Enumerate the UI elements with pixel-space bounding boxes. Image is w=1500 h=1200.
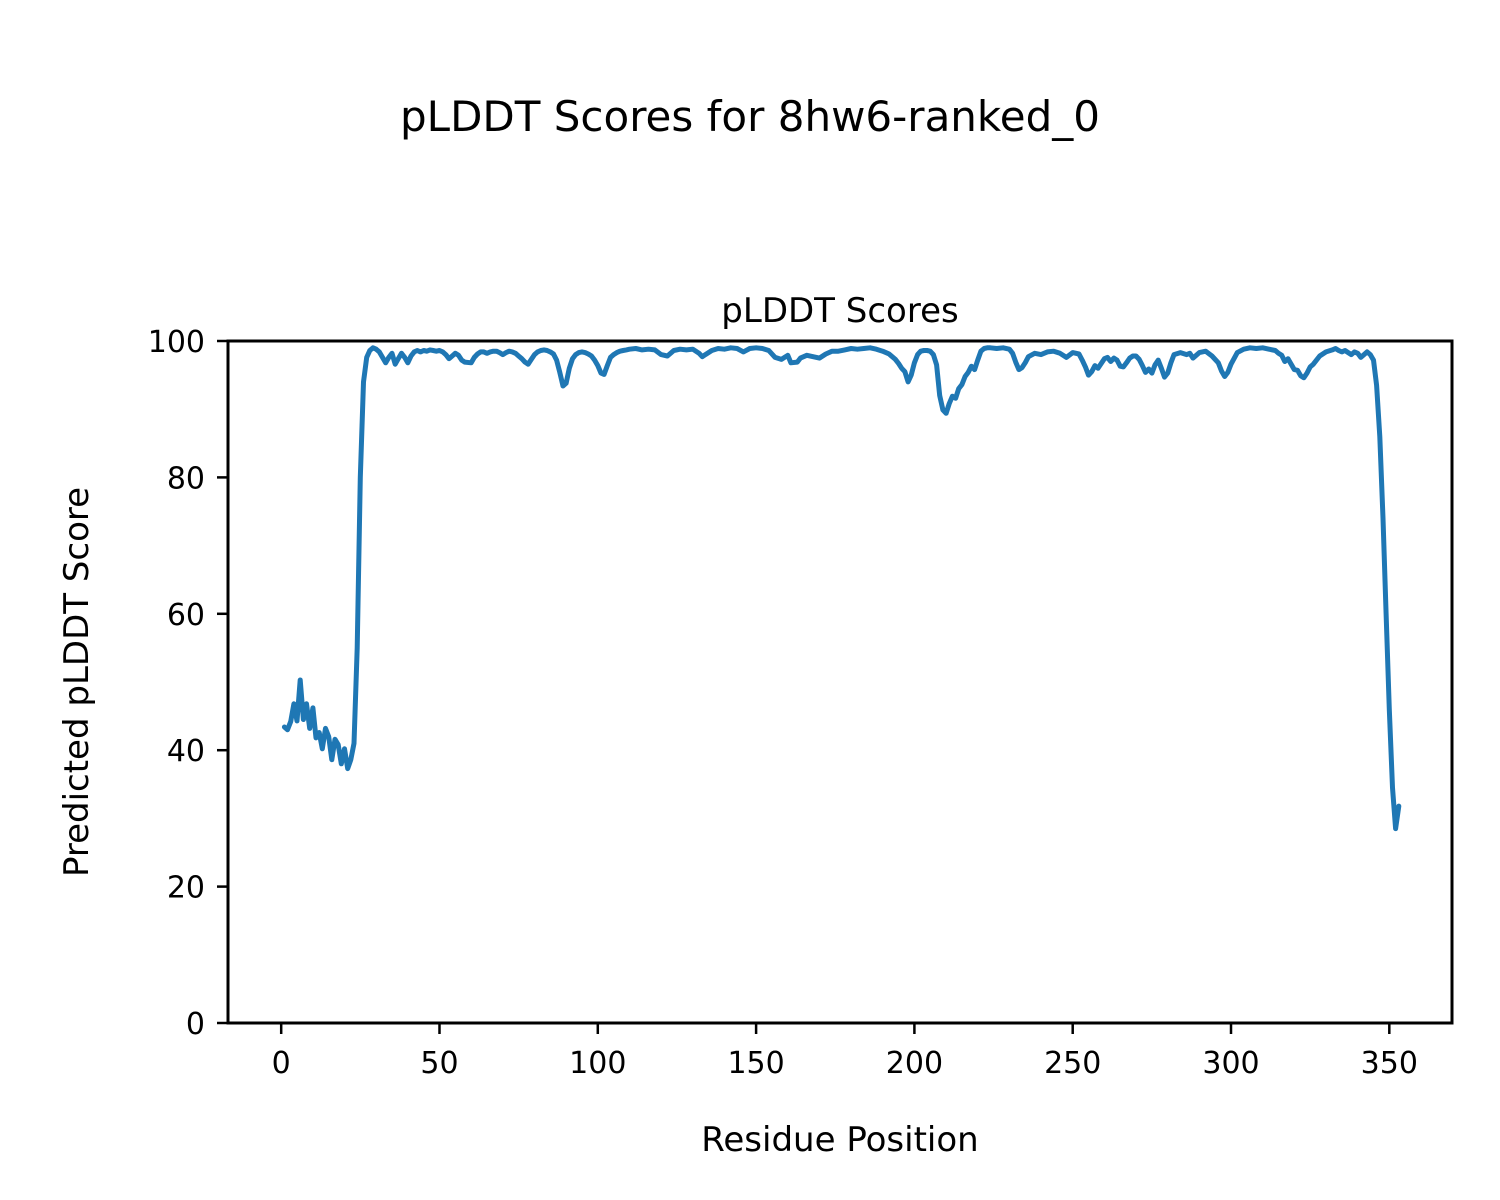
x-tick-label: 50 — [420, 1046, 458, 1081]
y-tick-label: 80 — [167, 461, 205, 496]
y-tick-label: 60 — [167, 598, 205, 633]
x-tick-label: 100 — [569, 1046, 626, 1081]
y-axis-label: Predicted pLDDT Score — [57, 487, 97, 877]
axes-title: pLDDT Scores — [721, 291, 958, 331]
y-tick-label: 0 — [186, 1007, 205, 1042]
y-ticks: 0 20 40 60 80 100 — [148, 325, 228, 1042]
x-tick-label: 300 — [1202, 1046, 1259, 1081]
x-tick-label: 0 — [272, 1046, 291, 1081]
y-tick-label: 100 — [148, 325, 205, 360]
x-tick-label: 200 — [886, 1046, 943, 1081]
x-tick-label: 250 — [1044, 1046, 1101, 1081]
figure-suptitle: pLDDT Scores for 8hw6-ranked_0 — [400, 92, 1100, 141]
x-axis-label: Residue Position — [701, 1120, 978, 1160]
x-ticks: 0 50 100 150 200 250 300 350 — [272, 1023, 1418, 1081]
plddt-line — [281, 345, 1402, 832]
plot-frame — [226, 339, 1454, 1025]
x-tick-label: 350 — [1361, 1046, 1418, 1081]
x-tick-label: 150 — [727, 1046, 784, 1081]
y-tick-label: 40 — [167, 734, 205, 769]
y-tick-label: 20 — [167, 871, 205, 906]
